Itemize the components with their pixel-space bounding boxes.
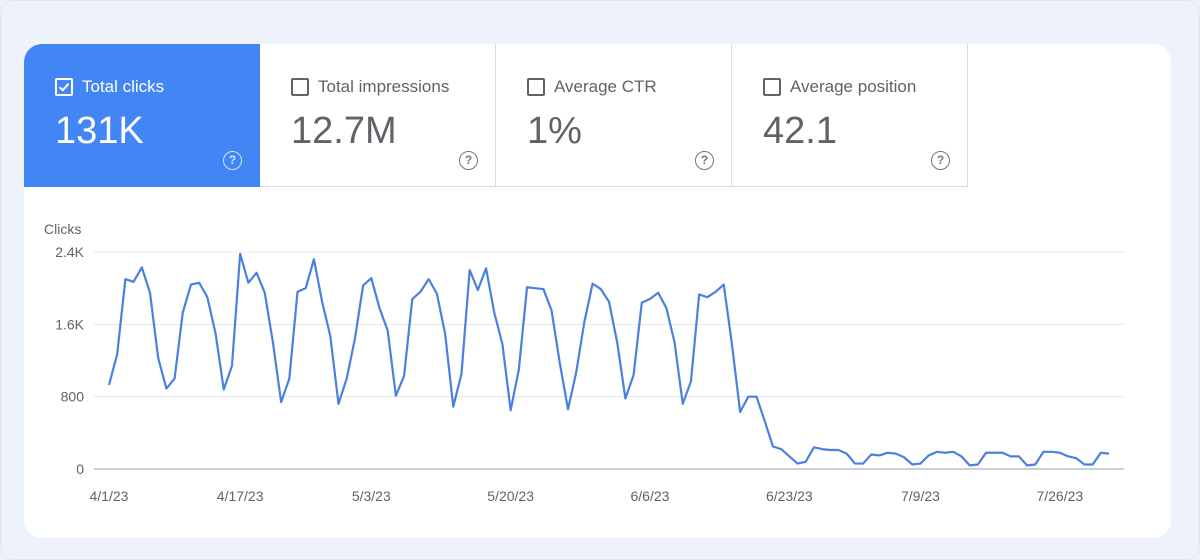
checkbox-unchecked-icon[interactable]: [291, 78, 309, 96]
series-line-total-clicks: [107, 252, 1110, 467]
y-tick-label: 800: [61, 389, 85, 405]
y-tick-label: 0: [76, 461, 84, 477]
metric-total-clicks[interactable]: Total clicks 131K ?: [24, 44, 260, 187]
metric-value: 42.1: [763, 110, 837, 152]
x-tick-label: 6/6/23: [631, 488, 670, 504]
help-icon[interactable]: ?: [695, 151, 714, 170]
metric-average-position[interactable]: Average position 42.1 ?: [732, 44, 968, 187]
metric-label: Average position: [790, 77, 917, 96]
clicks-line-chart: Clicks 0 800 1.6K 2.4K 4/1/23 4/17/23 5/3/23 5/2…: [44, 221, 1124, 504]
metric-value: 12.7M: [291, 110, 397, 152]
metric-total-impressions[interactable]: Total impressions 12.7M ?: [260, 44, 496, 187]
y-tick-label: 1.6K: [55, 316, 84, 332]
clicks-chart: Clicks 0 800 1.6K 2.4K 4/1/23 4/17/23 5/3/23 5/2…: [24, 204, 1171, 538]
metric-value: 131K: [55, 110, 144, 152]
metric-average-ctr[interactable]: Average CTR 1% ?: [496, 44, 732, 187]
checkbox-unchecked-icon[interactable]: [763, 78, 781, 96]
checkbox-unchecked-icon[interactable]: [527, 78, 545, 96]
metric-label: Total clicks: [82, 77, 165, 96]
metric-value: 1%: [527, 110, 582, 152]
x-tick-label: 4/17/23: [217, 488, 264, 504]
x-tick-label: 5/3/23: [352, 488, 391, 504]
metric-label: Average CTR: [554, 77, 657, 96]
help-icon[interactable]: ?: [459, 151, 478, 170]
x-tick-label: 6/23/23: [766, 488, 813, 504]
help-icon[interactable]: ?: [931, 151, 950, 170]
metric-label: Total impressions: [318, 77, 450, 96]
x-tick-label: 7/26/23: [1036, 488, 1083, 504]
x-tick-label: 7/9/23: [901, 488, 940, 504]
y-axis-label: Clicks: [44, 221, 81, 237]
help-icon[interactable]: ?: [223, 151, 242, 170]
checkbox-checked-icon[interactable]: [55, 78, 73, 96]
x-tick-label: 4/1/23: [90, 488, 129, 504]
x-tick-label: 5/20/23: [487, 488, 534, 504]
y-tick-label: 2.4K: [55, 244, 84, 260]
performance-card: Total clicks 131K ? Total impressions 12…: [24, 44, 1171, 538]
metric-tabs: Total clicks 131K ? Total impressions 12…: [24, 44, 968, 188]
